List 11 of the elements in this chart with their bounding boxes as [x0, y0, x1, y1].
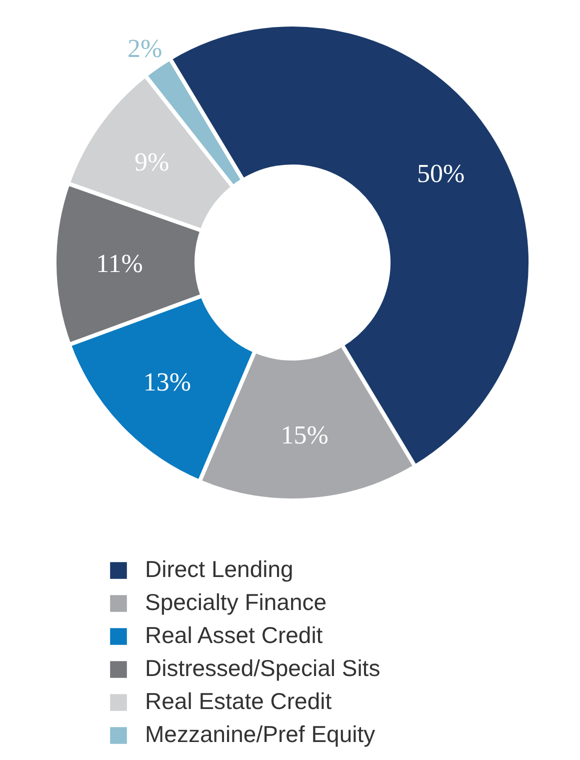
legend-label: Real Estate Credit: [145, 688, 332, 715]
data-label: 15%: [280, 420, 328, 450]
legend-label: Real Asset Credit: [145, 622, 323, 649]
data-label: 11%: [96, 249, 143, 278]
data-label: 2%: [128, 34, 162, 63]
legend-label: Distressed/Special Sits: [145, 655, 380, 682]
legend-label: Specialty Finance: [145, 589, 327, 616]
legend-label: Direct Lending: [145, 556, 294, 583]
data-label: 13%: [143, 367, 192, 396]
legend-label: Mezzanine/Pref Equity: [145, 721, 376, 748]
data-label: 50%: [416, 158, 465, 188]
